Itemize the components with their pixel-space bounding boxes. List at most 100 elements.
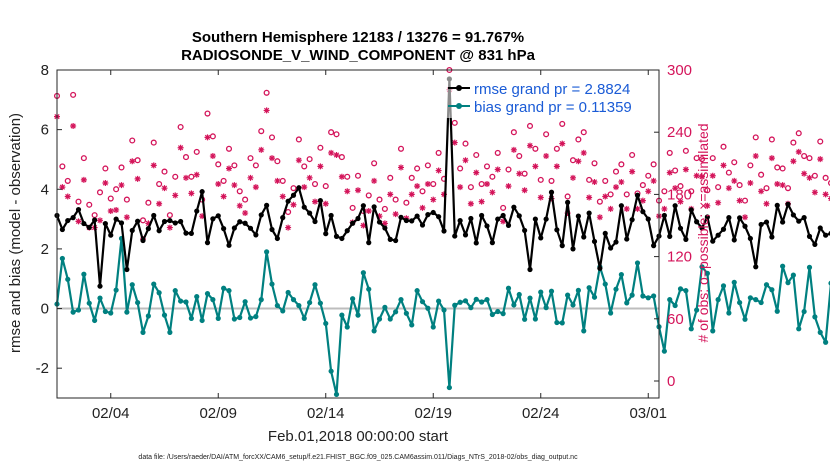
obs-assimilated-marker (720, 162, 727, 169)
obs-possible-marker (134, 157, 141, 164)
obs-possible-marker (387, 174, 394, 181)
obs-possible-marker (537, 176, 544, 183)
bias-point (559, 320, 565, 326)
obs-possible-marker (301, 163, 308, 170)
obs-possible-marker (59, 163, 66, 170)
obs-assimilated-marker (725, 185, 732, 192)
rmse-point (430, 209, 436, 216)
rmse-point (505, 222, 512, 228)
y-tick-label-right: 120 (667, 249, 692, 266)
rmse-point (328, 212, 334, 219)
bias-point (210, 297, 216, 303)
rmse-point (366, 240, 372, 246)
rmse-point (720, 226, 727, 232)
bias-point (231, 316, 237, 322)
bias-series (54, 235, 830, 398)
bias-point (812, 314, 818, 320)
obs-assimilated-marker (59, 184, 66, 191)
obs-assimilated-marker (204, 134, 211, 141)
rmse-point (419, 222, 426, 228)
obs-possible-marker (113, 186, 120, 193)
bias-point (511, 302, 517, 308)
bias-point (505, 285, 512, 291)
rmse-point (237, 219, 243, 225)
bias-point (538, 289, 544, 295)
rmse-point (608, 245, 614, 251)
axis-ticks: 02/04 02/09 02/14 02/19 02/24 03/01 -2 0 2 4 6 8 0 60… (36, 62, 692, 422)
obs-assimilated-marker (613, 184, 619, 191)
legend-box (444, 76, 656, 118)
rmse-point (769, 234, 775, 240)
obs-assimilated-marker (193, 171, 200, 178)
obs-assimilated-marker (553, 163, 560, 170)
obs-possible-marker (338, 154, 345, 161)
rmse-point (350, 220, 356, 226)
rmse-point (280, 215, 286, 221)
bias-point (312, 282, 318, 288)
rmse-point (226, 242, 232, 248)
obs-assimilated-marker (618, 178, 625, 185)
rmse-point (489, 240, 495, 246)
obs-possible-marker (129, 137, 136, 144)
obs-possible-marker (161, 168, 168, 175)
rmse-point (597, 265, 603, 271)
obs-possible-marker (672, 167, 679, 174)
bias-point (602, 281, 608, 287)
obs-assimilated-marker (398, 164, 404, 171)
obs-possible-marker (268, 134, 276, 141)
obs-possible-marker (290, 185, 297, 192)
bias-point (258, 297, 264, 303)
obs-assimilated-marker (822, 191, 829, 198)
rmse-point (204, 240, 211, 246)
bias-point (688, 326, 694, 332)
bias-point (247, 315, 254, 321)
obs-possible-marker (220, 177, 227, 184)
rmse-point (527, 266, 533, 273)
bias-point (473, 296, 479, 302)
rmse-point (425, 212, 431, 218)
bias-point (699, 264, 705, 270)
bias-point (543, 305, 549, 311)
rmse-point (333, 233, 340, 239)
bias-point (624, 300, 630, 306)
rmse-point (199, 189, 205, 195)
obs-possible-marker (607, 191, 614, 198)
bias-point (570, 302, 576, 308)
rmse-point (522, 227, 528, 234)
bias-point (161, 312, 168, 318)
bias-point (264, 249, 270, 255)
obs-assimilated-marker (795, 148, 802, 155)
plot-frame (56, 69, 660, 399)
bias-point (817, 329, 823, 335)
rmse-point (462, 232, 469, 238)
rmse-point (602, 230, 608, 237)
bias-point (661, 348, 667, 354)
y-tick-label-right: 60 (667, 311, 684, 328)
obs-assimilated-marker (322, 200, 329, 207)
rmse-point (457, 217, 463, 224)
bias-point (715, 297, 721, 303)
obs-possible-marker (166, 212, 173, 219)
obs-assimilated-marker (301, 184, 308, 191)
rmse-point (151, 212, 157, 219)
obs-assimilated-marker (774, 181, 781, 188)
rmse-point (704, 214, 710, 220)
obs-assimilated-marker (500, 218, 507, 225)
obs-assimilated-marker (365, 207, 372, 214)
bias-point (274, 302, 280, 309)
bias-point (677, 286, 684, 292)
rmse-point (710, 238, 716, 244)
obs-possible-marker (451, 119, 458, 126)
rmse-point (479, 212, 485, 219)
bias-point (339, 312, 345, 318)
obs-possible-marker (736, 182, 743, 189)
obs-possible-marker (698, 156, 706, 163)
rmse-point (436, 214, 442, 220)
bias-point (500, 311, 506, 317)
obs-possible-marker (779, 165, 786, 172)
bias-point (801, 308, 807, 315)
obs-assimilated-marker (97, 217, 103, 224)
bias-point (468, 305, 474, 311)
obs-assimilated-marker (661, 205, 668, 212)
